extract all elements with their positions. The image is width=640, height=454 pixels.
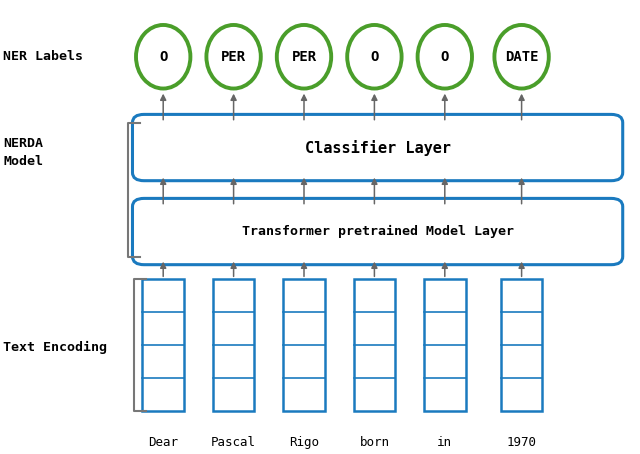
Ellipse shape xyxy=(136,25,191,89)
Text: Dear: Dear xyxy=(148,436,178,449)
FancyBboxPatch shape xyxy=(143,279,184,411)
Text: born: born xyxy=(360,436,389,449)
Text: DATE: DATE xyxy=(505,50,538,64)
Text: Text Encoding: Text Encoding xyxy=(3,341,108,354)
Ellipse shape xyxy=(417,25,472,89)
Text: O: O xyxy=(370,50,379,64)
Text: NERDA
Model: NERDA Model xyxy=(3,137,44,168)
Text: 1970: 1970 xyxy=(507,436,536,449)
Text: NER Labels: NER Labels xyxy=(3,50,83,63)
Text: Transformer pretrained Model Layer: Transformer pretrained Model Layer xyxy=(241,225,513,238)
Text: O: O xyxy=(159,50,168,64)
FancyBboxPatch shape xyxy=(132,198,623,265)
FancyBboxPatch shape xyxy=(283,279,325,411)
FancyBboxPatch shape xyxy=(500,279,543,411)
Text: PER: PER xyxy=(291,50,317,64)
Text: Pascal: Pascal xyxy=(211,436,256,449)
FancyBboxPatch shape xyxy=(354,279,395,411)
Ellipse shape xyxy=(276,25,332,89)
Ellipse shape xyxy=(494,25,548,89)
Ellipse shape xyxy=(206,25,261,89)
Text: PER: PER xyxy=(221,50,246,64)
FancyBboxPatch shape xyxy=(132,114,623,181)
FancyBboxPatch shape xyxy=(424,279,466,411)
Text: O: O xyxy=(440,50,449,64)
FancyBboxPatch shape xyxy=(212,279,255,411)
Ellipse shape xyxy=(347,25,402,89)
Text: Rigo: Rigo xyxy=(289,436,319,449)
Text: in: in xyxy=(437,436,452,449)
Text: Classifier Layer: Classifier Layer xyxy=(305,139,451,156)
